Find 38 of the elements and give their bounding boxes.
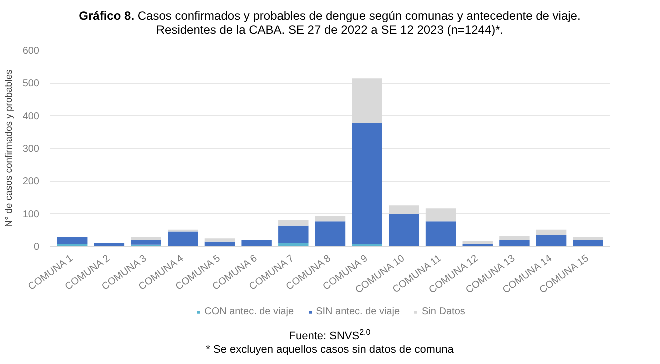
bar (426, 208, 456, 222)
bar (536, 235, 567, 246)
y-tick-label: 300 (22, 144, 40, 155)
bar (168, 232, 198, 246)
source-note: Fuente: SNVS$^{2.0}$ (289, 328, 371, 343)
bar (278, 243, 309, 246)
bar (500, 236, 530, 240)
bar (536, 230, 567, 236)
bar (573, 240, 604, 246)
bar (389, 206, 420, 214)
bar (278, 226, 309, 244)
legend-label: SIN antec. de viaje (316, 306, 400, 318)
y-tick-label: 600 (22, 46, 40, 57)
bar (389, 214, 420, 246)
bar (500, 240, 530, 246)
bar (204, 238, 236, 242)
bar (352, 123, 382, 245)
legend-label: Sin Datos (422, 306, 466, 318)
bar (315, 216, 346, 222)
y-tick-label: 200 (22, 176, 40, 188)
y-tick-label: 100 (22, 209, 40, 220)
y-tick-label: 500 (22, 78, 40, 90)
y-tick-label: 0 (34, 242, 40, 253)
bar (278, 220, 309, 226)
bar (58, 237, 88, 245)
bar (131, 240, 162, 245)
bar (315, 222, 346, 246)
text: * Se excluyen aquellos casos sin datos de comuna (206, 344, 454, 356)
bar (573, 237, 604, 240)
y-tick-label: 400 (22, 111, 40, 122)
bar (242, 240, 272, 246)
bar (352, 78, 382, 124)
bar (94, 243, 125, 246)
y-axis-title: N° de casos confirmados y probables (4, 70, 15, 228)
legend-label: CON antec. de viaje (204, 306, 294, 318)
chart-title: Gráfico 8. Casos confirmados y probables de dengue según comunas y antecedente de viaje. Residentes de la CABA. SE 27 de 2022 a SE 12 2023 (n=1244)*. (78, 9, 582, 37)
bar (426, 222, 456, 246)
bar (131, 237, 162, 240)
